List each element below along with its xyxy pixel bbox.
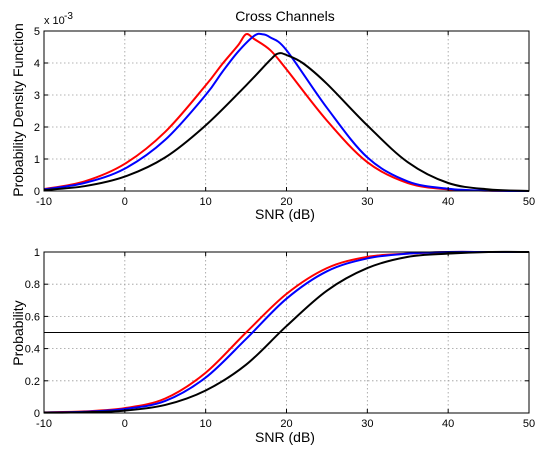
x-tick-label: 30: [361, 418, 373, 430]
x-tick-label: 0: [122, 418, 128, 430]
series-line-2: [43, 52, 530, 192]
x-tick-label: -10: [36, 196, 52, 208]
y-tick-label: 0.8: [25, 279, 40, 291]
series-line-0: [43, 33, 530, 192]
y-tick-label: 3: [34, 90, 40, 102]
series-line-1: [43, 32, 530, 192]
y-tick-label: 0: [34, 408, 40, 420]
y-tick-label: 4: [34, 58, 40, 70]
y-tick-label: 2: [34, 122, 40, 134]
x-tick-label: 30: [361, 196, 373, 208]
y-tick-label: 0.6: [25, 311, 40, 323]
chart-title: Cross Channels: [235, 8, 335, 24]
grid: [44, 31, 529, 191]
y-axis-label: Probability Density Function: [10, 23, 26, 197]
x-tick-label: 0: [122, 196, 128, 208]
y-tick-label: 1: [34, 154, 40, 166]
y-tick-label: 1: [34, 247, 40, 259]
x-tick-label: 10: [200, 418, 212, 430]
x-tick-label: 10: [200, 196, 212, 208]
x-tick-label: 50: [523, 196, 535, 208]
y-multiplier-exponent: -3: [64, 11, 73, 22]
y-axis-label: Probability: [10, 300, 26, 365]
y-multiplier: x 10 -3: [44, 11, 73, 27]
x-tick-label: 20: [280, 418, 292, 430]
pdf-chart: Cross Channels x 10 -3 -10 0 10 20 30 40 50012…: [10, 8, 535, 222]
x-axis-label: SNR (dB): [255, 429, 315, 445]
x-tick-label: -10: [36, 418, 52, 430]
y-tick-label: 5: [34, 26, 40, 38]
y-tick-label: 0: [34, 186, 40, 198]
x-axis-label: SNR (dB): [255, 206, 315, 222]
x-tick-label: 40: [442, 196, 454, 208]
series-group: [43, 32, 530, 192]
x-tick-label: 50: [523, 418, 535, 430]
y-tick-label: 0.4: [25, 344, 40, 356]
y-multiplier-label: x 10: [44, 15, 65, 27]
y-tick-label: 0.2: [25, 376, 40, 388]
x-tick-label: 20: [280, 196, 292, 208]
x-tick-label: 40: [442, 418, 454, 430]
